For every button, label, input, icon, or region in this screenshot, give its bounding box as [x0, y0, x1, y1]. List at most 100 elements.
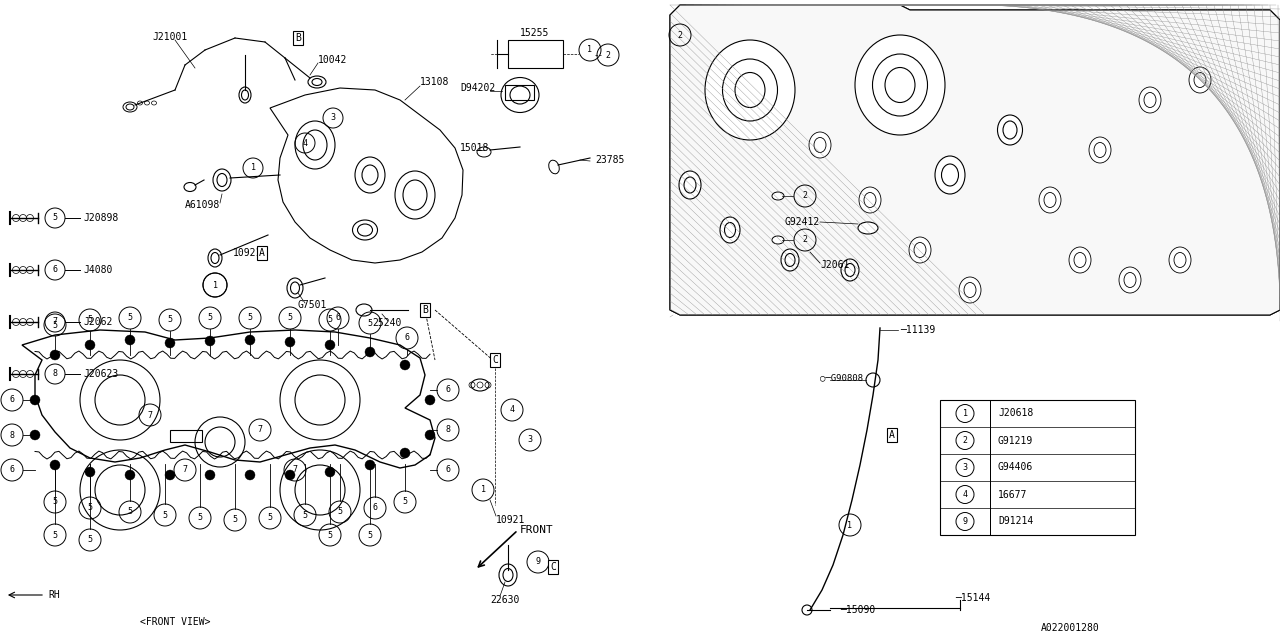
Ellipse shape [841, 259, 859, 281]
Text: 6: 6 [9, 396, 14, 404]
Ellipse shape [997, 115, 1023, 145]
Circle shape [84, 467, 95, 477]
Text: 2: 2 [803, 236, 808, 244]
Text: 7: 7 [183, 465, 187, 474]
Text: J20623: J20623 [83, 369, 118, 379]
Text: B: B [422, 305, 428, 315]
Text: 7: 7 [293, 465, 297, 474]
Text: 6: 6 [372, 504, 378, 513]
Text: J20618: J20618 [998, 408, 1033, 419]
Ellipse shape [719, 217, 740, 243]
Text: 15018: 15018 [460, 143, 489, 153]
Text: 5: 5 [328, 316, 333, 324]
Text: 6: 6 [9, 465, 14, 474]
Ellipse shape [1189, 67, 1211, 93]
Text: 1: 1 [588, 45, 593, 54]
Text: J21001: J21001 [152, 32, 187, 42]
Ellipse shape [859, 187, 881, 213]
Text: G92412: G92412 [785, 217, 820, 227]
Ellipse shape [934, 156, 965, 194]
Text: 5: 5 [302, 511, 307, 520]
Text: 23785: 23785 [595, 155, 625, 165]
Text: C: C [550, 562, 556, 572]
Circle shape [50, 350, 60, 360]
Ellipse shape [873, 54, 928, 116]
Circle shape [125, 335, 134, 345]
Text: J20898: J20898 [83, 213, 118, 223]
Text: 1: 1 [480, 486, 485, 495]
Text: 15255: 15255 [520, 28, 549, 38]
Circle shape [365, 460, 375, 470]
Text: 1: 1 [963, 409, 968, 418]
Text: 4: 4 [963, 490, 968, 499]
Ellipse shape [1119, 267, 1140, 293]
Bar [508, 40, 563, 68]
Text: 10921: 10921 [497, 515, 525, 525]
Bar [506, 85, 534, 100]
Text: 5: 5 [288, 314, 293, 323]
Text: J2062: J2062 [83, 317, 113, 327]
Ellipse shape [772, 192, 783, 200]
Text: 1: 1 [847, 520, 852, 529]
Text: ─11139: ─11139 [900, 325, 936, 335]
Ellipse shape [1089, 137, 1111, 163]
Circle shape [399, 360, 410, 370]
Text: 6: 6 [445, 385, 451, 394]
Text: 5: 5 [197, 513, 202, 522]
Text: 6: 6 [52, 266, 58, 275]
Ellipse shape [722, 59, 777, 121]
Text: ─15144: ─15144 [955, 593, 991, 603]
Ellipse shape [705, 40, 795, 140]
Ellipse shape [858, 222, 878, 234]
Text: 5: 5 [87, 504, 92, 513]
Text: 7: 7 [147, 410, 152, 419]
Text: 5: 5 [233, 515, 238, 525]
Text: 5: 5 [367, 531, 372, 540]
Text: 5: 5 [163, 511, 168, 520]
Circle shape [425, 395, 435, 405]
Text: G91219: G91219 [998, 435, 1033, 445]
Text: 7: 7 [52, 317, 58, 326]
Ellipse shape [959, 277, 980, 303]
Text: 1: 1 [212, 280, 218, 289]
Text: J4080: J4080 [83, 265, 113, 275]
Text: <FRONT VIEW>: <FRONT VIEW> [140, 617, 210, 627]
Text: D91214: D91214 [998, 516, 1033, 527]
Text: 2: 2 [605, 51, 611, 60]
Ellipse shape [1139, 87, 1161, 113]
Text: 1: 1 [251, 163, 256, 173]
Ellipse shape [1069, 247, 1091, 273]
Text: A: A [890, 430, 895, 440]
Ellipse shape [809, 132, 831, 158]
Text: 6: 6 [404, 333, 410, 342]
Text: D94202: D94202 [460, 83, 495, 93]
Bar [940, 400, 1135, 535]
Circle shape [125, 470, 134, 480]
Text: B: B [296, 33, 301, 43]
Circle shape [244, 335, 255, 345]
Text: A022001280: A022001280 [1041, 623, 1100, 633]
Text: 8: 8 [445, 426, 451, 435]
Text: 5: 5 [87, 316, 92, 324]
Bar [170, 430, 202, 442]
Text: 5: 5 [207, 314, 212, 323]
Circle shape [325, 467, 335, 477]
Text: 8: 8 [9, 431, 14, 440]
Text: ○─G90808: ○─G90808 [820, 374, 863, 383]
Ellipse shape [781, 249, 799, 271]
Circle shape [205, 470, 215, 480]
Circle shape [399, 448, 410, 458]
Circle shape [29, 430, 40, 440]
Text: 5: 5 [52, 321, 58, 330]
Circle shape [285, 470, 294, 480]
Circle shape [205, 336, 215, 346]
Circle shape [285, 337, 294, 347]
Text: 2: 2 [803, 191, 808, 200]
Text: 22630: 22630 [490, 595, 520, 605]
Text: 4: 4 [302, 138, 307, 147]
Text: FRONT: FRONT [520, 525, 554, 535]
Circle shape [425, 430, 435, 440]
Circle shape [84, 340, 95, 350]
Ellipse shape [909, 237, 931, 263]
Text: 10921: 10921 [233, 248, 262, 258]
